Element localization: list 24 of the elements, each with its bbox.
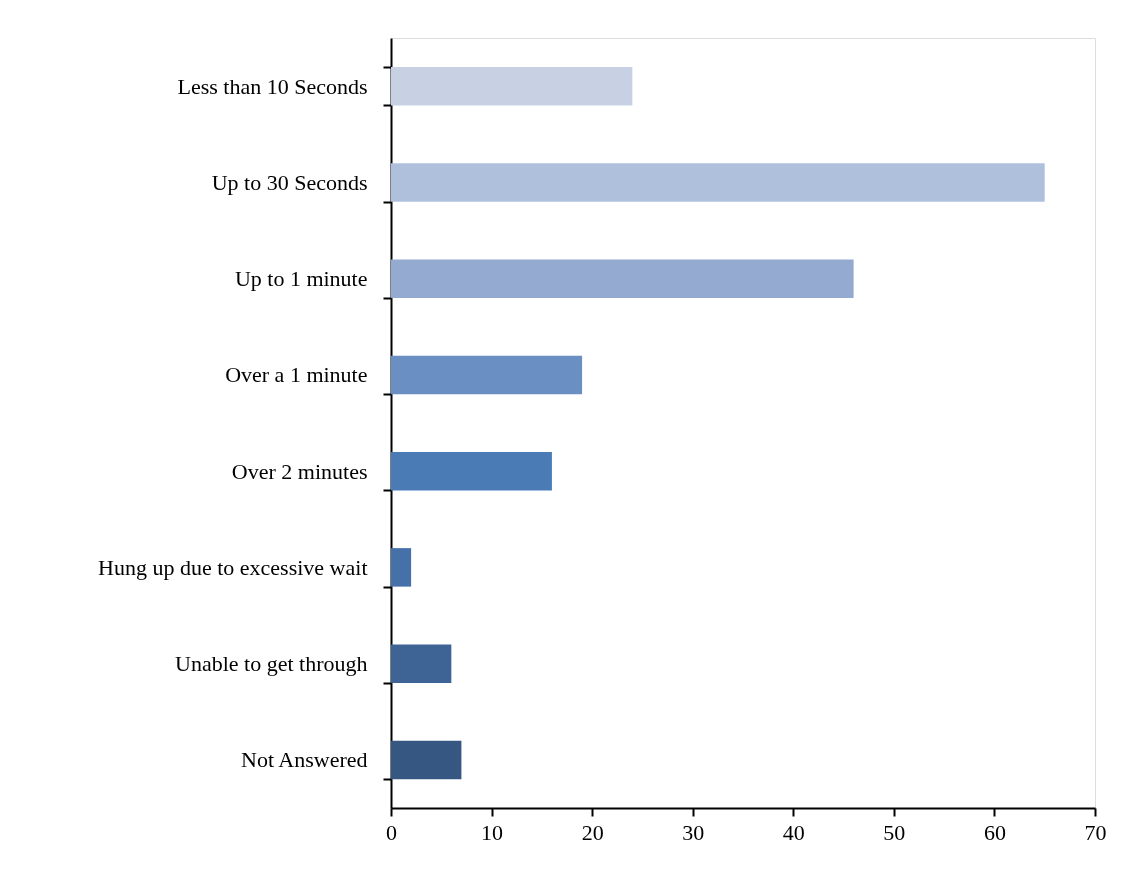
y-tick-label: Not Answered <box>241 747 368 773</box>
x-tick-label: 0 <box>386 819 397 845</box>
bar <box>391 740 462 780</box>
y-tick-label: Up to 30 Seconds <box>211 169 368 195</box>
x-tick-label: 30 <box>682 819 705 845</box>
bar <box>391 355 583 395</box>
x-tick-label: 50 <box>883 819 906 845</box>
x-tick-label: 60 <box>983 819 1006 845</box>
x-tick-label: 20 <box>581 819 604 845</box>
y-tick-label: Over a 1 minute <box>225 362 368 388</box>
y-tick-label: Unable to get through <box>175 651 368 677</box>
y-tick-label: Hung up due to excessive wait <box>98 554 368 580</box>
x-tick-label: 40 <box>782 819 805 845</box>
bar <box>391 163 1045 202</box>
y-tick-label: Less than 10 Seconds <box>177 73 368 99</box>
x-tick-label: 70 <box>1084 819 1107 845</box>
bar <box>391 259 854 298</box>
bar <box>391 548 412 587</box>
x-tick-label: 10 <box>481 819 504 845</box>
bar <box>391 644 452 683</box>
bar <box>391 66 633 106</box>
y-tick-label: Over 2 minutes <box>231 458 368 484</box>
bar <box>391 451 552 491</box>
y-tick-label: Up to 1 minute <box>234 266 368 292</box>
